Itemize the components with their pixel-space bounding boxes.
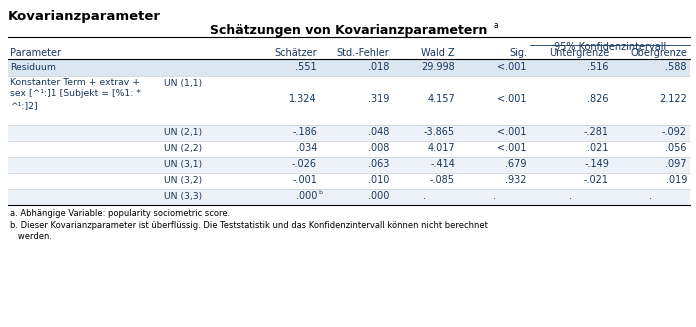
Text: <.001: <.001 <box>498 143 527 153</box>
Text: -.186: -.186 <box>292 127 317 137</box>
Text: .516: .516 <box>587 62 609 72</box>
Text: UN (3,3): UN (3,3) <box>164 192 202 200</box>
Bar <box>8 60 690 76</box>
Text: <.001: <.001 <box>498 127 527 137</box>
Text: .018: .018 <box>367 62 389 72</box>
Text: -.021: -.021 <box>584 175 609 185</box>
Text: .048: .048 <box>367 127 389 137</box>
Text: Schätzungen von Kovarianzparametern: Schätzungen von Kovarianzparametern <box>210 24 488 37</box>
Text: <.001: <.001 <box>498 95 527 105</box>
Text: 1.324: 1.324 <box>290 95 317 105</box>
Text: .588: .588 <box>665 62 687 72</box>
Text: .019: .019 <box>665 175 687 185</box>
Text: .034: .034 <box>296 143 317 153</box>
Text: -.414: -.414 <box>430 159 455 169</box>
Text: -.149: -.149 <box>584 159 609 169</box>
Text: a: a <box>493 21 498 30</box>
Text: Schätzer: Schätzer <box>274 48 317 58</box>
Text: Std.-Fehler: Std.-Fehler <box>336 48 389 58</box>
Text: UN (3,1): UN (3,1) <box>164 160 202 168</box>
Text: 95% Konfidenzintervall: 95% Konfidenzintervall <box>554 42 666 52</box>
Text: .826: .826 <box>587 95 609 105</box>
Text: .000: .000 <box>367 191 389 201</box>
Text: a. Abhängige Variable: popularity sociometric score.: a. Abhängige Variable: popularity sociom… <box>10 209 230 218</box>
Bar <box>8 189 690 205</box>
Bar <box>8 125 690 141</box>
Text: Sig.: Sig. <box>509 48 527 58</box>
Text: .932: .932 <box>505 175 527 185</box>
Text: -3.865: -3.865 <box>424 127 455 137</box>
Text: b: b <box>318 191 322 196</box>
Text: -.026: -.026 <box>292 159 317 169</box>
Text: 4.157: 4.157 <box>427 95 455 105</box>
Text: 2.122: 2.122 <box>659 95 687 105</box>
Text: 29.998: 29.998 <box>421 62 455 72</box>
Text: .010: .010 <box>367 175 389 185</box>
Text: -.092: -.092 <box>662 127 687 137</box>
Text: .097: .097 <box>665 159 687 169</box>
Text: UN (3,2): UN (3,2) <box>164 176 202 184</box>
Text: .: . <box>493 191 496 201</box>
Text: -.085: -.085 <box>430 175 455 185</box>
Text: .: . <box>649 191 653 201</box>
Text: UN (2,1): UN (2,1) <box>164 128 202 136</box>
Text: .008: .008 <box>367 143 389 153</box>
Text: Kovarianzparameter: Kovarianzparameter <box>8 10 161 23</box>
Text: Konstanter Term + extrav +
sex [^¹:]1 [Subjekt = [%1: *
^¹:]2]: Konstanter Term + extrav + sex [^¹:]1 [S… <box>10 78 141 110</box>
Text: -.281: -.281 <box>584 127 609 137</box>
Text: .021: .021 <box>587 143 609 153</box>
Text: .319: .319 <box>367 95 389 105</box>
Text: Obergrenze: Obergrenze <box>630 48 687 58</box>
Text: UN (1,1): UN (1,1) <box>164 79 202 88</box>
Text: .551: .551 <box>295 62 317 72</box>
Text: Wald Z: Wald Z <box>421 48 455 58</box>
Text: .: . <box>569 191 573 201</box>
Text: Parameter: Parameter <box>10 48 61 58</box>
Bar <box>8 157 690 173</box>
Text: b. Dieser Kovarianzparameter ist überflüssig. Die Teststatistik und das Konfiden: b. Dieser Kovarianzparameter ist überflü… <box>10 221 488 241</box>
Text: .: . <box>423 191 427 201</box>
Text: .000: .000 <box>296 191 317 201</box>
Text: 4.017: 4.017 <box>427 143 455 153</box>
Text: Untergrenze: Untergrenze <box>548 48 609 58</box>
Text: Residuum: Residuum <box>10 62 56 72</box>
Text: -.001: -.001 <box>292 175 317 185</box>
Text: <.001: <.001 <box>498 62 527 72</box>
Text: .063: .063 <box>367 159 389 169</box>
Text: .679: .679 <box>505 159 527 169</box>
Text: .056: .056 <box>665 143 687 153</box>
Text: UN (2,2): UN (2,2) <box>164 144 202 152</box>
